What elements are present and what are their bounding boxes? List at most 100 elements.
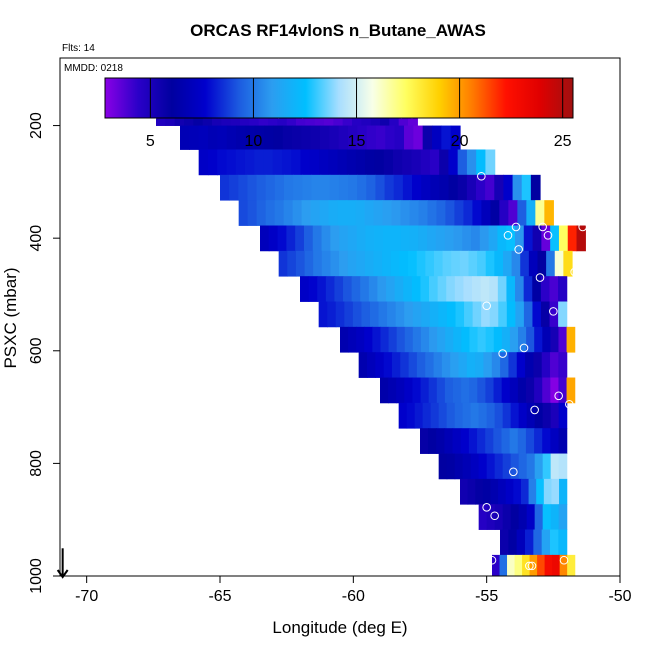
- heatmap-cell: [518, 504, 528, 530]
- heatmap-cell: [444, 377, 454, 404]
- heatmap-cell: [520, 250, 530, 277]
- heatmap-cell: [453, 377, 462, 404]
- heatmap-cell: [490, 478, 499, 505]
- heatmap-cell: [534, 453, 544, 480]
- colorbar-tick-label: 15: [348, 133, 366, 150]
- sample-point: [559, 555, 569, 565]
- heatmap-cell: [499, 554, 508, 577]
- heatmap-cell: [485, 250, 495, 277]
- x-axis: -70 -65 -60 -55 -50: [75, 576, 632, 605]
- heatmap-cell: [502, 504, 512, 530]
- heatmap-cell: [486, 402, 496, 429]
- heatmap-cell: [558, 402, 568, 429]
- heatmap-cell: [501, 326, 511, 353]
- date-label: MMDD: 0218: [64, 63, 123, 74]
- heatmap-cell: [292, 200, 303, 226]
- heatmap-cell: [436, 428, 446, 454]
- sample-point: [538, 222, 547, 232]
- heatmap-cell: [430, 402, 440, 429]
- heatmap-cell: [416, 250, 426, 277]
- heatmap-cell: [356, 250, 366, 277]
- heatmap-cell: [357, 125, 368, 150]
- heatmap-cell: [493, 428, 503, 454]
- heatmap-cell: [534, 504, 544, 530]
- heatmap-cell: [477, 250, 487, 277]
- heatmap-cell: [302, 174, 313, 201]
- heatmap-cell: [485, 326, 495, 353]
- heatmap-cell: [510, 504, 520, 530]
- heatmap-cell: [360, 276, 370, 302]
- heatmap-cell: [542, 402, 552, 429]
- heatmap-cell: [523, 301, 534, 328]
- heatmap-cell: [422, 125, 433, 150]
- heatmap-cell: [518, 326, 527, 353]
- heatmap-cell: [247, 200, 258, 226]
- heatmap-cell: [518, 453, 528, 480]
- heatmap-cell: [446, 276, 456, 302]
- heatmap-cell: [460, 478, 469, 505]
- heatmap-cell: [236, 125, 246, 150]
- heatmap-cell: [429, 301, 439, 328]
- heatmap-cell: [377, 276, 387, 302]
- x-axis-label: Longitude (deg E): [272, 618, 407, 637]
- heatmap-cell: [462, 453, 472, 480]
- heatmap-cell: [551, 478, 560, 505]
- heatmap-cell: [462, 225, 472, 252]
- heatmap-cell: [494, 402, 504, 429]
- heatmap-cell: [525, 529, 534, 556]
- heatmap-cell: [542, 377, 551, 404]
- heatmap-cell: [446, 402, 456, 429]
- heatmap-cell: [532, 301, 542, 328]
- heatmap-cell: [477, 428, 486, 454]
- heatmap-cell: [497, 276, 508, 302]
- heatmap-cell: [425, 250, 435, 277]
- heatmap-cell: [395, 301, 405, 328]
- heatmap-cell: [244, 149, 255, 176]
- heatmap-cell: [534, 377, 543, 404]
- heatmap-cell: [466, 174, 477, 201]
- heatmap-cell: [464, 301, 474, 328]
- heatmap-cell: [489, 301, 499, 328]
- heatmap-cell: [388, 377, 397, 404]
- heatmap-cell: [263, 149, 274, 176]
- heatmap-cell: [552, 554, 561, 577]
- heatmap-cell: [380, 377, 389, 404]
- heatmap-cell: [444, 225, 455, 252]
- heatmap-cell: [229, 174, 239, 201]
- heatmap-cell: [339, 250, 349, 277]
- heatmap-cell: [441, 352, 451, 378]
- heatmap-cell: [348, 125, 358, 150]
- heatmap-cell: [383, 352, 393, 378]
- heatmap-cell: [404, 301, 414, 328]
- heatmap-cell: [520, 478, 530, 505]
- heatmap-cell: [295, 225, 305, 252]
- heatmap-cell: [542, 428, 551, 454]
- heatmap-cell: [198, 149, 209, 176]
- heatmap-cell: [491, 352, 501, 378]
- heatmap-cell: [550, 428, 560, 454]
- heatmap-cell: [532, 276, 542, 302]
- heatmap-cell: [558, 453, 568, 480]
- heatmap-cell: [394, 276, 404, 302]
- heatmap-cell: [254, 149, 265, 176]
- heatmap-cell: [558, 529, 568, 556]
- heatmap-cell: [567, 225, 578, 252]
- heatmap-cell: [453, 225, 463, 252]
- heatmap-cell: [541, 301, 551, 328]
- heatmap-cell: [346, 149, 357, 176]
- heatmap-cell: [468, 428, 478, 454]
- heatmap-cell: [476, 149, 487, 176]
- heatmap-cell: [437, 276, 447, 302]
- heatmap-cell: [576, 225, 586, 252]
- heatmap-cell: [427, 200, 438, 226]
- heatmap-cell: [352, 301, 363, 328]
- heatmap-cell: [486, 453, 496, 480]
- heatmap-cell: [329, 125, 340, 150]
- heatmap-cell: [429, 326, 438, 353]
- heatmap-cell: [312, 225, 323, 252]
- heatmap-cell: [505, 478, 514, 505]
- heatmap-cell: [559, 554, 568, 577]
- heatmap-cell: [238, 200, 249, 226]
- heatmap-cell: [382, 200, 393, 226]
